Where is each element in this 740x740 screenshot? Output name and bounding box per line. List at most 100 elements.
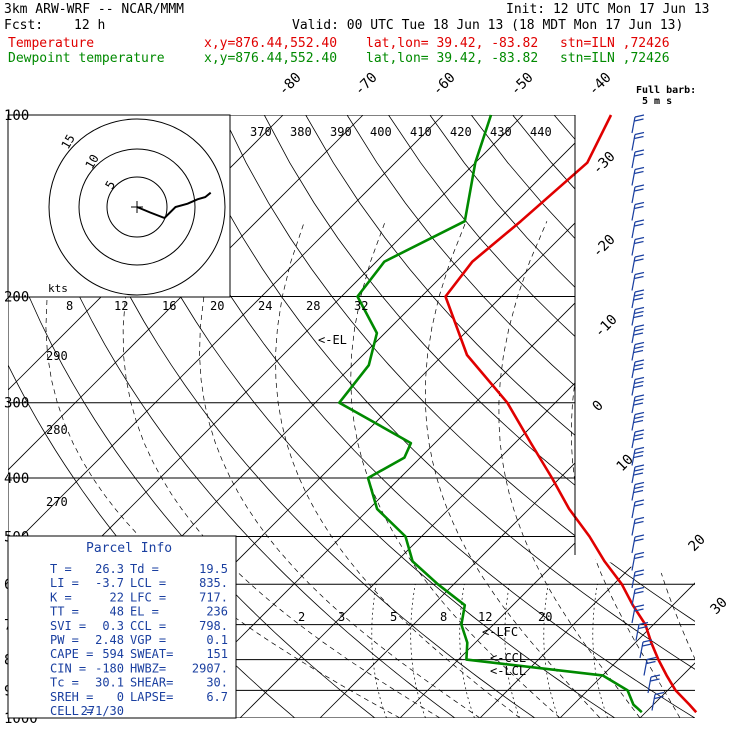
wind-barb [631, 411, 645, 431]
mixing-ratio-line [543, 584, 559, 718]
isotherm-label: 30 [708, 595, 731, 618]
wind-barb-flag [634, 153, 644, 157]
wind-barb-staff [631, 309, 636, 326]
isotherm-label: -40 [586, 70, 615, 99]
wind-barb-flag [633, 367, 644, 371]
isotherm-line [399, 115, 695, 718]
wind-barb-flag [634, 569, 645, 573]
wind-barb-flag [642, 643, 652, 647]
wind-barb [631, 464, 645, 484]
parcel-value: 151 [206, 647, 228, 661]
wind-barb-flag [634, 481, 645, 486]
wind-barb-flag [634, 503, 644, 507]
model-title: 3km ARW-WRF -- NCAR/MMM [4, 2, 185, 17]
wind-barb-flag [650, 678, 660, 682]
lcl-marker: <-LCL [490, 664, 526, 678]
isotherm-line [479, 115, 695, 718]
isotherm-line [8, 115, 444, 718]
parcel-value: 0.3 [102, 619, 124, 633]
dry-adiabat [139, 115, 695, 718]
mixing-ratio-label: 5 [390, 610, 397, 624]
wind-barb-staff [631, 186, 636, 204]
theta-e-label: 440 [530, 125, 552, 139]
parcel-value: 2907. [192, 661, 228, 675]
wind-barb [651, 691, 665, 711]
temperature-xy: x,y=876.44,552.40 [204, 36, 338, 51]
wind-barb-flag [634, 363, 644, 367]
parcel-key: SVI = [50, 619, 86, 633]
wind-barb-flag [646, 660, 656, 665]
theta-e-label: 390 [330, 125, 352, 139]
parcel-key: LAPSE= [130, 690, 173, 704]
wind-barb-flag [634, 275, 644, 280]
wind-barb-staff [631, 326, 636, 344]
wind-barb-flag [634, 219, 645, 223]
theta-e-label: 380 [290, 125, 312, 139]
parcel-value: 19.5 [199, 562, 228, 576]
parcel-key: LFC = [130, 590, 166, 604]
parcel-value: 0.1 [206, 633, 228, 647]
parcel-key: SREH = [50, 690, 93, 704]
mixing-ratio-label: 8 [66, 299, 73, 313]
pressure-tick-label: 300 [4, 396, 29, 412]
wind-barb [631, 604, 645, 624]
moist-adiabat [275, 221, 521, 718]
wind-barb-flag [633, 489, 644, 494]
wind-barb-flag [634, 201, 645, 206]
parcel-value: 717. [199, 590, 228, 604]
theta-e-label: 410 [410, 125, 432, 139]
moist-adiabat [571, 221, 681, 718]
dry-adiabat [346, 115, 695, 718]
wind-barb [639, 639, 653, 659]
dry-adiabat [595, 115, 695, 718]
wind-barb-flag [633, 402, 644, 406]
wind-barb-flag [634, 131, 645, 136]
hodograph-ring-label: 15 [58, 132, 77, 152]
wind-barb-flag [634, 310, 644, 315]
wind-barb-flag [638, 621, 649, 626]
legend-temperature: Temperature [8, 36, 95, 51]
wind-barb-flag [634, 429, 645, 433]
legend-dewpoint: Dewpoint temperature [8, 51, 165, 66]
parcel-value: 271/30 [81, 704, 124, 718]
wind-barb-flag [634, 446, 645, 451]
wind-barb-staff [631, 449, 636, 466]
wind-barb-staff [631, 519, 636, 536]
init-time: Init: 12 UTC Mon 17 Jun 13 [506, 2, 710, 17]
wind-barb-flag [634, 254, 645, 258]
wind-barb-flag [634, 534, 645, 538]
wind-barb-staff [631, 274, 636, 291]
theta-label: 290 [46, 349, 68, 363]
isotherm-line [239, 115, 695, 718]
temperature-latlon: lat,lon= 39.42, -83.82 [366, 36, 539, 51]
wind-barb-flag [633, 419, 644, 424]
wind-barb-flag [633, 437, 644, 441]
wind-barb-flag [634, 415, 644, 420]
wind-barb-flag [646, 656, 657, 661]
theta-label: 270 [46, 495, 68, 509]
wind-barb-staff [651, 694, 656, 711]
wind-barb-flag [634, 341, 645, 346]
wind-barb [631, 166, 645, 186]
wind-barb-flag [638, 625, 648, 630]
wind-barb-staff [631, 571, 636, 589]
wind-barb-flag [634, 590, 644, 595]
theta-e-label: 430 [490, 125, 512, 139]
wind-barb [631, 394, 645, 414]
dewpoint-xy: x,y=876.44,552.40 [204, 51, 338, 66]
parcel-value: 6.7 [206, 690, 228, 704]
ccl-marker: <-CCL [490, 651, 526, 665]
wind-barb-flag [634, 520, 644, 525]
isotherm-line [720, 115, 740, 718]
theta-e-label: 370 [250, 125, 272, 139]
wind-barb [631, 219, 645, 239]
wind-barb [631, 149, 645, 169]
temperature-station: stn=ILN ,72426 [560, 36, 670, 51]
mixing-ratio-label: 32 [354, 299, 368, 313]
dry-adiabat [305, 115, 695, 718]
parcel-value: 48 [110, 605, 124, 619]
wind-barb [631, 429, 645, 449]
dry-adiabat [98, 115, 616, 718]
wind-barb [631, 534, 645, 554]
wind-barb-flag [634, 485, 644, 490]
